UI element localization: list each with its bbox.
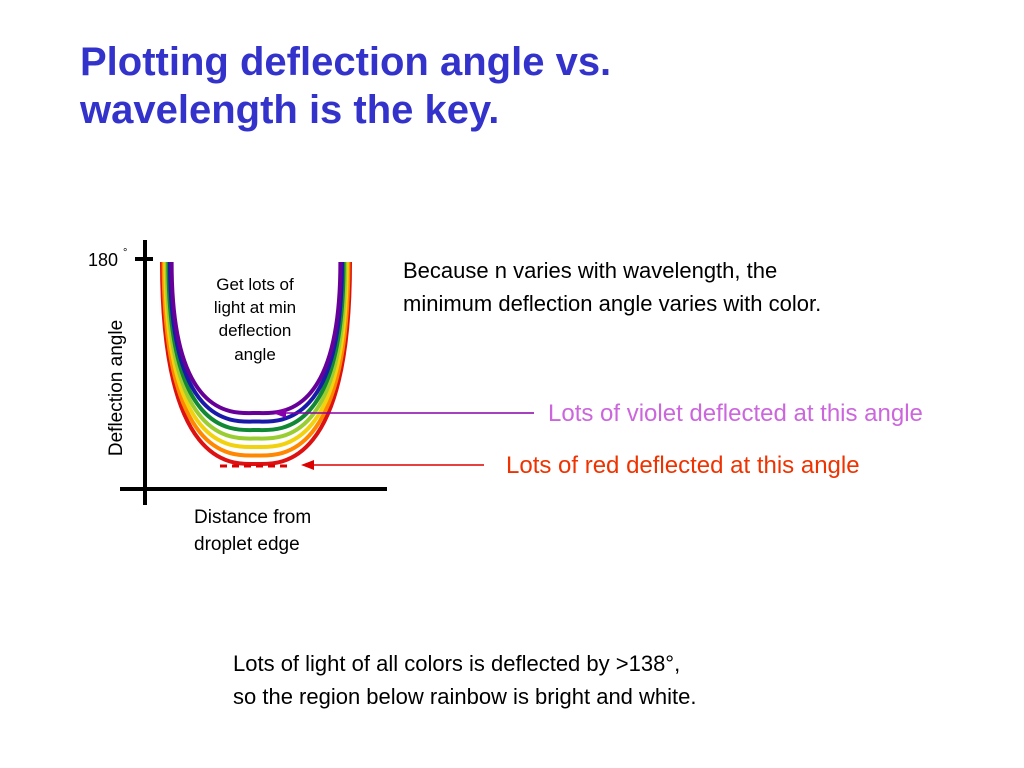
explanation-line-1: Because n varies with wavelength, the [403,258,778,283]
red-callout-text: Lots of red deflected at this angle [506,452,860,479]
min-deflection-label: Get lots of light at min deflection angl… [214,275,296,364]
violet-arrow [273,408,534,418]
x-axis-label: Distance from droplet edge [194,507,311,555]
slide-title-line-1: Plotting deflection angle vs. [80,40,612,84]
explanation-text: Because n varies with wavelength, the mi… [403,254,821,320]
min-deflection-label-line-1: Get lots of [216,275,294,294]
deflection-curve-3 [163,261,349,450]
deflection-curve-2 [161,261,351,458]
y-axis-label: Deflection angle [106,320,127,456]
bottom-note: Lots of light of all colors is deflected… [233,647,697,713]
red-arrow [301,460,484,470]
slide-title: Plotting deflection angle vs. wavelength… [80,38,611,134]
bottom-note-line-2: so the region below rainbow is bright an… [233,684,697,709]
slide-title-line-2: wavelength is the key. [80,88,500,132]
deflection-curve-4 [164,261,348,441]
violet-callout-text: Lots of violet deflected at this angle [548,400,923,427]
deflection-curve-1 [160,261,352,467]
x-axis-label-line-2: droplet edge [194,534,300,555]
min-deflection-label-line-4: angle [234,345,276,364]
bottom-note-line-1: Lots of light of all colors is deflected… [233,651,681,676]
deflection-curve-7 [169,261,343,416]
min-deflection-label-line-3: deflection [219,321,292,340]
explanation-line-2: minimum deflection angle varies with col… [403,291,822,316]
min-deflection-label-line-2: light at min [214,298,296,317]
x-axis-label-line-1: Distance from [194,507,311,528]
y-tick-degree: ° [123,247,127,259]
deflection-curve-5 [166,261,346,433]
y-tick-label: 180 [88,250,118,270]
deflection-curve-6 [168,261,344,424]
deflection-curves [160,261,352,467]
